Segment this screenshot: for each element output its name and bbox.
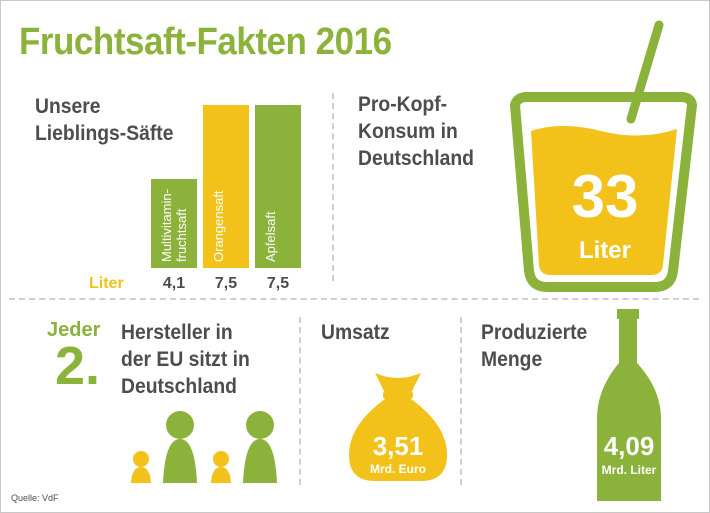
divider-vertical-top [332, 93, 334, 281]
divider-vertical-bottom-1 [299, 317, 301, 485]
per-capita-unit: Liter [578, 237, 631, 264]
revenue-unit: Mrd. Euro [370, 462, 426, 476]
ordinal-number: 2. [55, 336, 101, 396]
source-note: Quelle: VdF [11, 493, 59, 503]
producers-text: Hersteller in der EU sitzt in Deutschlan… [121, 321, 250, 398]
bar-label-2: Apfelsaft [263, 211, 278, 262]
juice-fill [531, 126, 677, 275]
juice-glass-icon [509, 20, 698, 292]
production-value: 4,09 [603, 431, 655, 461]
divider-vertical-bottom-2 [460, 317, 462, 485]
bar-label-0: Multivitamin- fruchtsaft [159, 189, 189, 262]
bar-label-1: Orangensaft [211, 190, 226, 262]
large-person-icon [163, 411, 197, 483]
favorites-heading: Unsere Lieblings-Säfte [35, 95, 174, 145]
bar-0 [151, 178, 197, 268]
bar-2 [255, 104, 301, 268]
straw-icon [626, 20, 664, 124]
bar-value-2: 7,5 [266, 275, 290, 292]
bar-value-1: 7,5 [214, 275, 238, 292]
money-bag-icon [349, 373, 447, 481]
people-icons [131, 411, 277, 483]
production-heading: Produzierte Menge [481, 321, 588, 371]
divider-horizontal [9, 298, 699, 300]
revenue-heading: Umsatz [321, 321, 390, 344]
page-title: Fruchtsaft-Fakten 2016 [19, 21, 392, 63]
per-capita-value: 33 [571, 163, 639, 230]
bottle-icon [597, 309, 661, 501]
production-unit: Mrd. Liter [601, 463, 657, 477]
glass-outline [509, 92, 698, 292]
small-person-icon [211, 451, 231, 483]
large-person-icon [243, 411, 277, 483]
jeder-label: Jeder [47, 319, 101, 341]
per-capita-heading: Pro-Kopf- Konsum in Deutschland [358, 93, 474, 170]
small-person-icon [131, 451, 151, 483]
liter-unit-label: Liter [89, 275, 124, 292]
bar-value-0: 4,1 [162, 275, 186, 292]
bar-1 [203, 104, 249, 268]
revenue-value: 3,51 [372, 431, 424, 461]
